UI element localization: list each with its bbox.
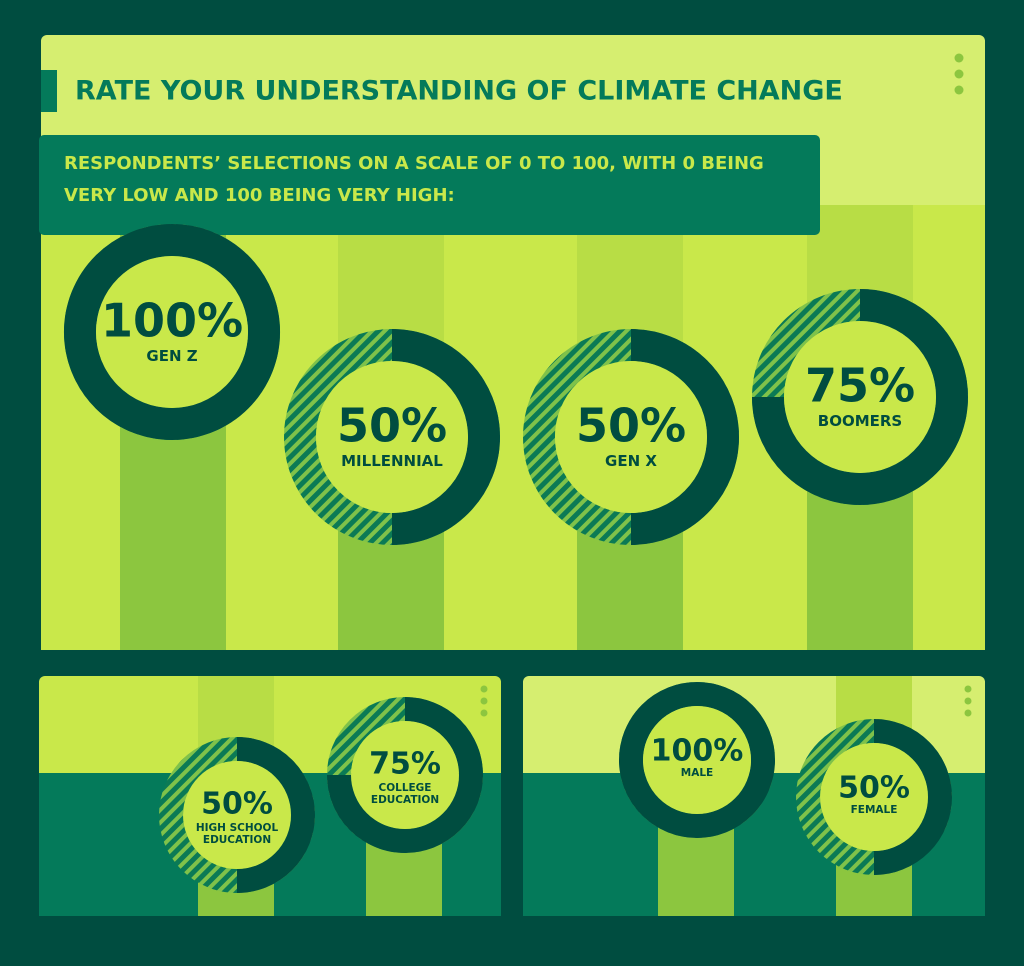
donut-arc	[327, 697, 483, 853]
category-box: BOOMERS	[817, 412, 903, 430]
donut-center	[96, 256, 248, 408]
donut-arc	[64, 224, 280, 441]
chart-title: RATE YOUR UNDERSTANDING OF CLIMATE CHANG…	[75, 76, 843, 107]
category-box: HIGH SCHOOL EDUCATION	[195, 821, 279, 846]
category-box: COLLEGE EDUCATION	[370, 781, 440, 806]
category-label: BOOMERS	[817, 412, 903, 430]
value-label: 50%	[201, 787, 273, 822]
category-label: FEMALE	[850, 803, 898, 816]
donut-center	[351, 721, 459, 829]
value-label: 100%	[101, 294, 243, 348]
donut-center	[316, 361, 468, 513]
donut-center	[643, 706, 751, 814]
value-label: 75%	[369, 747, 441, 782]
donut-arc	[619, 682, 775, 839]
category-label: MILLENNIAL	[341, 452, 443, 470]
donut-center	[784, 321, 936, 473]
donut-arc	[236, 737, 315, 893]
chart-subtitle: RESPONDENTS’ SELECTIONS ON A SCALE OF 0 …	[64, 153, 764, 206]
donut-arc	[391, 329, 500, 545]
category-label: HIGH SCHOOL EDUCATION	[195, 821, 279, 846]
donut-arc	[873, 719, 952, 875]
donut-arc	[630, 329, 739, 545]
category-label: GEN X	[605, 452, 657, 470]
donut-arc	[752, 289, 968, 505]
donut-center	[555, 361, 707, 513]
value-label: 50%	[838, 771, 910, 806]
category-label: MALE	[680, 766, 714, 779]
subtitle-box: RESPONDENTS’ SELECTIONS ON A SCALE OF 0 …	[64, 153, 764, 206]
category-label: GEN Z	[146, 347, 198, 365]
value-label: 100%	[651, 734, 744, 769]
category-box: MILLENNIAL	[341, 452, 443, 470]
donut-center	[820, 743, 928, 851]
value-label: 50%	[576, 399, 686, 453]
category-box: GEN Z	[146, 347, 198, 365]
category-box: MALE	[680, 766, 714, 779]
category-label: COLLEGE EDUCATION	[370, 781, 440, 806]
value-label: 50%	[337, 399, 447, 453]
category-box: FEMALE	[850, 803, 898, 816]
donut-center	[183, 761, 291, 869]
category-box: GEN X	[605, 452, 657, 470]
value-label: 75%	[805, 359, 915, 413]
